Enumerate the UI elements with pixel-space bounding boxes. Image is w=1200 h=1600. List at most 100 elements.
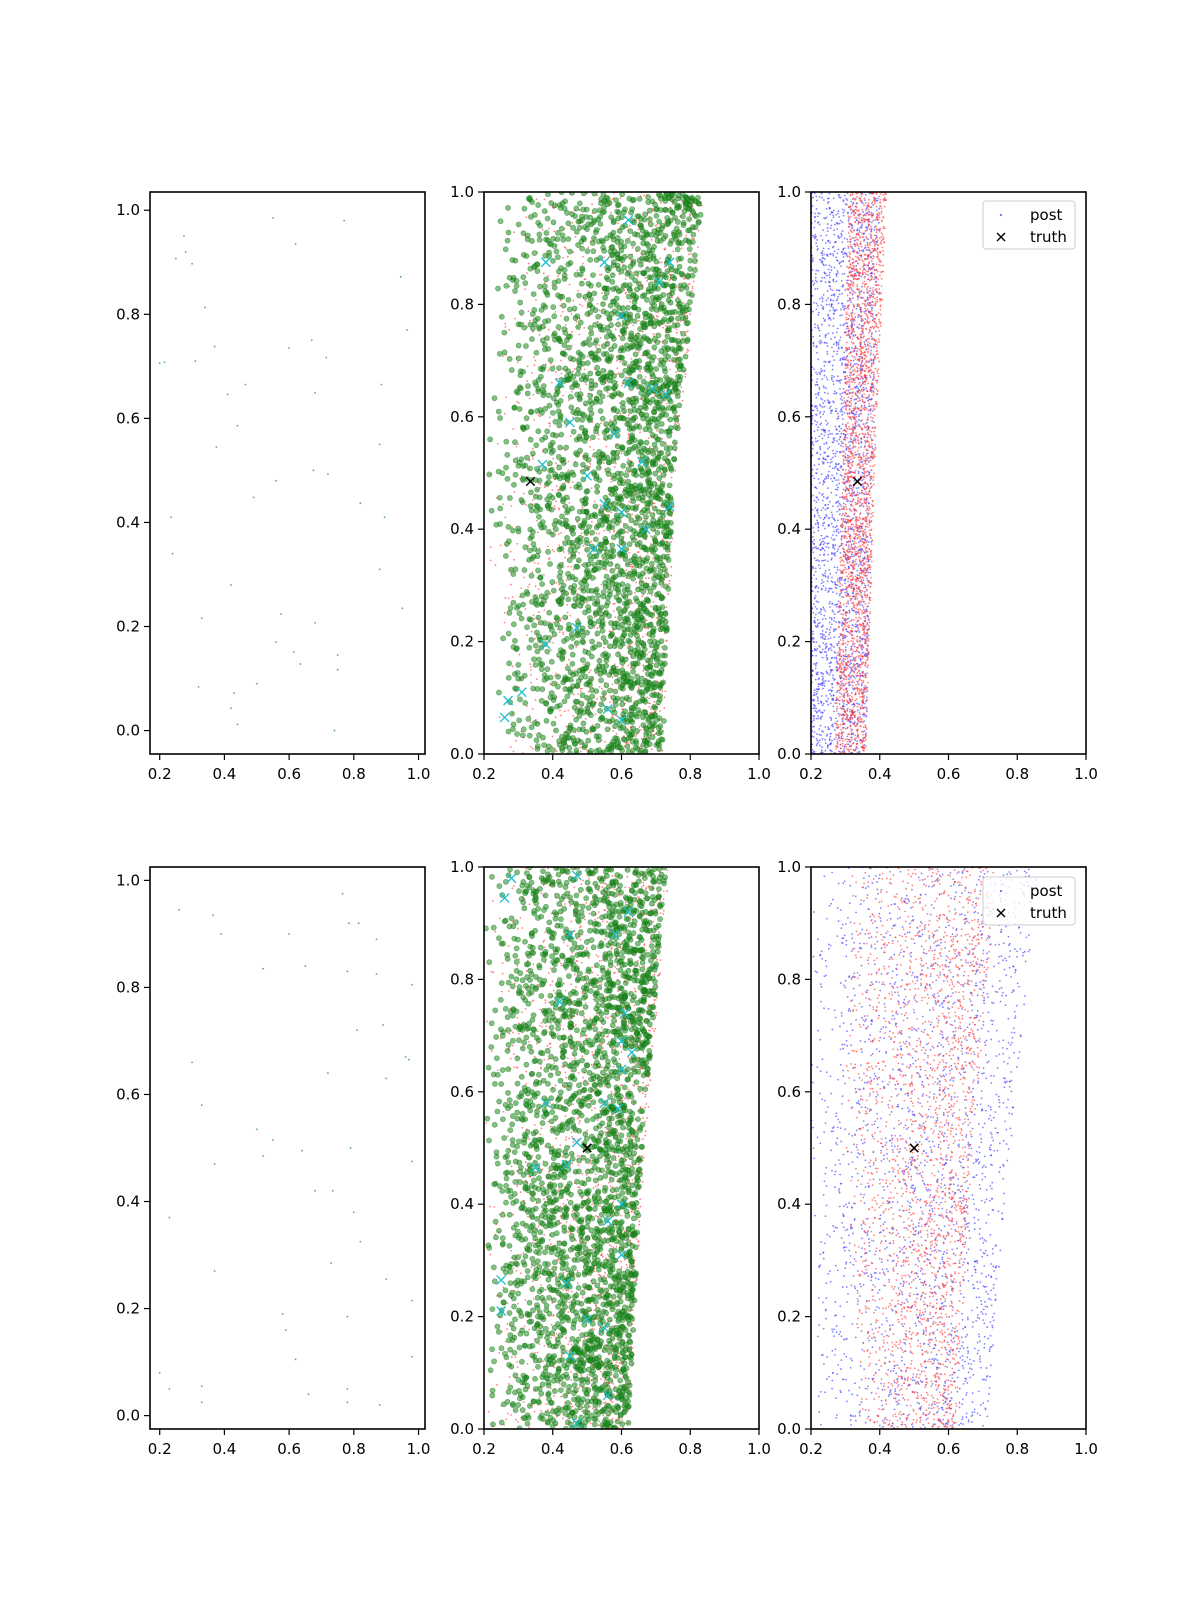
posterior-sample <box>841 512 844 515</box>
posterior-sample <box>678 414 680 417</box>
posterior-sample <box>608 531 611 533</box>
posterior-sample <box>613 530 615 533</box>
posterior-sample <box>824 738 826 741</box>
posterior-sample <box>660 360 667 366</box>
posterior-sample <box>609 252 616 259</box>
posterior-sample <box>502 355 504 358</box>
posterior-sample <box>813 719 815 722</box>
posterior-sample <box>590 487 593 490</box>
posterior-sample <box>512 566 519 573</box>
posterior-sample <box>592 307 599 314</box>
posterior-sample <box>539 581 545 587</box>
posterior-sample <box>681 399 684 402</box>
posterior-sample <box>628 517 635 524</box>
posterior-sample <box>835 465 837 468</box>
posterior-sample <box>824 508 827 511</box>
posterior-sample <box>646 696 649 699</box>
posterior-sample <box>660 472 667 478</box>
posterior-sample <box>817 741 820 744</box>
posterior-sample <box>497 218 504 225</box>
posterior-sample <box>504 322 507 325</box>
posterior-sample <box>643 684 650 691</box>
posterior-sample <box>566 306 573 313</box>
posterior-sample <box>640 269 646 276</box>
posterior-sample <box>868 457 871 459</box>
posterior-sample <box>590 272 596 278</box>
posterior-sample <box>624 319 631 326</box>
posterior-sample <box>544 648 551 655</box>
posterior-sample <box>626 647 629 649</box>
posterior-sample <box>837 343 840 346</box>
posterior-sample <box>671 275 678 282</box>
posterior-sample <box>862 538 865 540</box>
posterior-sample <box>832 278 835 281</box>
posterior-sample <box>632 351 639 358</box>
posterior-sample <box>498 313 505 320</box>
posterior-sample <box>863 744 866 746</box>
posterior-sample <box>503 541 510 547</box>
posterior-sample <box>812 196 814 199</box>
posterior-sample <box>526 365 529 368</box>
posterior-sample <box>562 743 569 749</box>
posterior-sample <box>643 679 649 686</box>
posterior-sample <box>563 710 566 713</box>
posterior-sample <box>600 308 607 315</box>
posterior-sample <box>593 500 596 503</box>
posterior-sample <box>624 271 631 277</box>
posterior-sample <box>501 329 508 336</box>
posterior-sample <box>837 640 840 643</box>
posterior-sample <box>689 272 696 279</box>
posterior-sample <box>595 454 602 461</box>
posterior-sample <box>528 583 531 586</box>
posterior-sample <box>551 243 558 249</box>
posterior-sample <box>645 717 652 724</box>
posterior-sample <box>558 508 561 511</box>
posterior-sample <box>541 283 548 290</box>
posterior-sample <box>569 651 576 658</box>
posterior-sample <box>604 276 611 283</box>
posterior-sample <box>628 500 631 503</box>
posterior-sample <box>561 677 568 683</box>
posterior-sample <box>637 574 644 580</box>
posterior-sample <box>815 649 818 652</box>
posterior-sample <box>834 603 837 606</box>
posterior-sample <box>631 513 634 516</box>
posterior-sample <box>512 671 518 677</box>
posterior-sample <box>537 283 543 290</box>
posterior-sample <box>558 583 561 586</box>
posterior-sample <box>543 717 550 724</box>
posterior-sample <box>569 660 576 667</box>
posterior-sample <box>824 679 827 682</box>
posterior-sample <box>516 406 523 412</box>
posterior-sample <box>506 495 513 501</box>
posterior-sample <box>592 229 599 236</box>
particle-marker <box>564 417 575 428</box>
posterior-sample <box>557 624 564 631</box>
posterior-sample <box>690 231 697 238</box>
posterior-sample <box>659 604 666 611</box>
posterior-sample <box>859 399 861 402</box>
posterior-sample <box>504 396 507 399</box>
posterior-sample <box>827 726 830 729</box>
posterior-sample <box>672 424 679 430</box>
posterior-sample <box>495 408 502 415</box>
posterior-sample <box>570 356 577 363</box>
posterior-sample <box>851 540 854 542</box>
posterior-sample <box>584 299 587 302</box>
posterior-sample <box>823 405 826 408</box>
posterior-sample <box>503 611 506 614</box>
posterior-sample <box>664 544 671 551</box>
posterior-sample <box>511 481 517 488</box>
posterior-sample <box>577 538 584 545</box>
posterior-sample <box>610 706 617 713</box>
posterior-sample <box>865 715 868 718</box>
posterior-sample <box>538 611 540 614</box>
posterior-sample <box>604 599 611 606</box>
posterior-sample <box>614 255 621 261</box>
posterior-sample <box>556 337 563 343</box>
posterior-sample <box>558 431 565 438</box>
posterior-sample <box>588 653 595 660</box>
posterior-sample <box>550 381 553 384</box>
posterior-sample <box>652 712 659 719</box>
posterior-sample <box>552 457 555 460</box>
